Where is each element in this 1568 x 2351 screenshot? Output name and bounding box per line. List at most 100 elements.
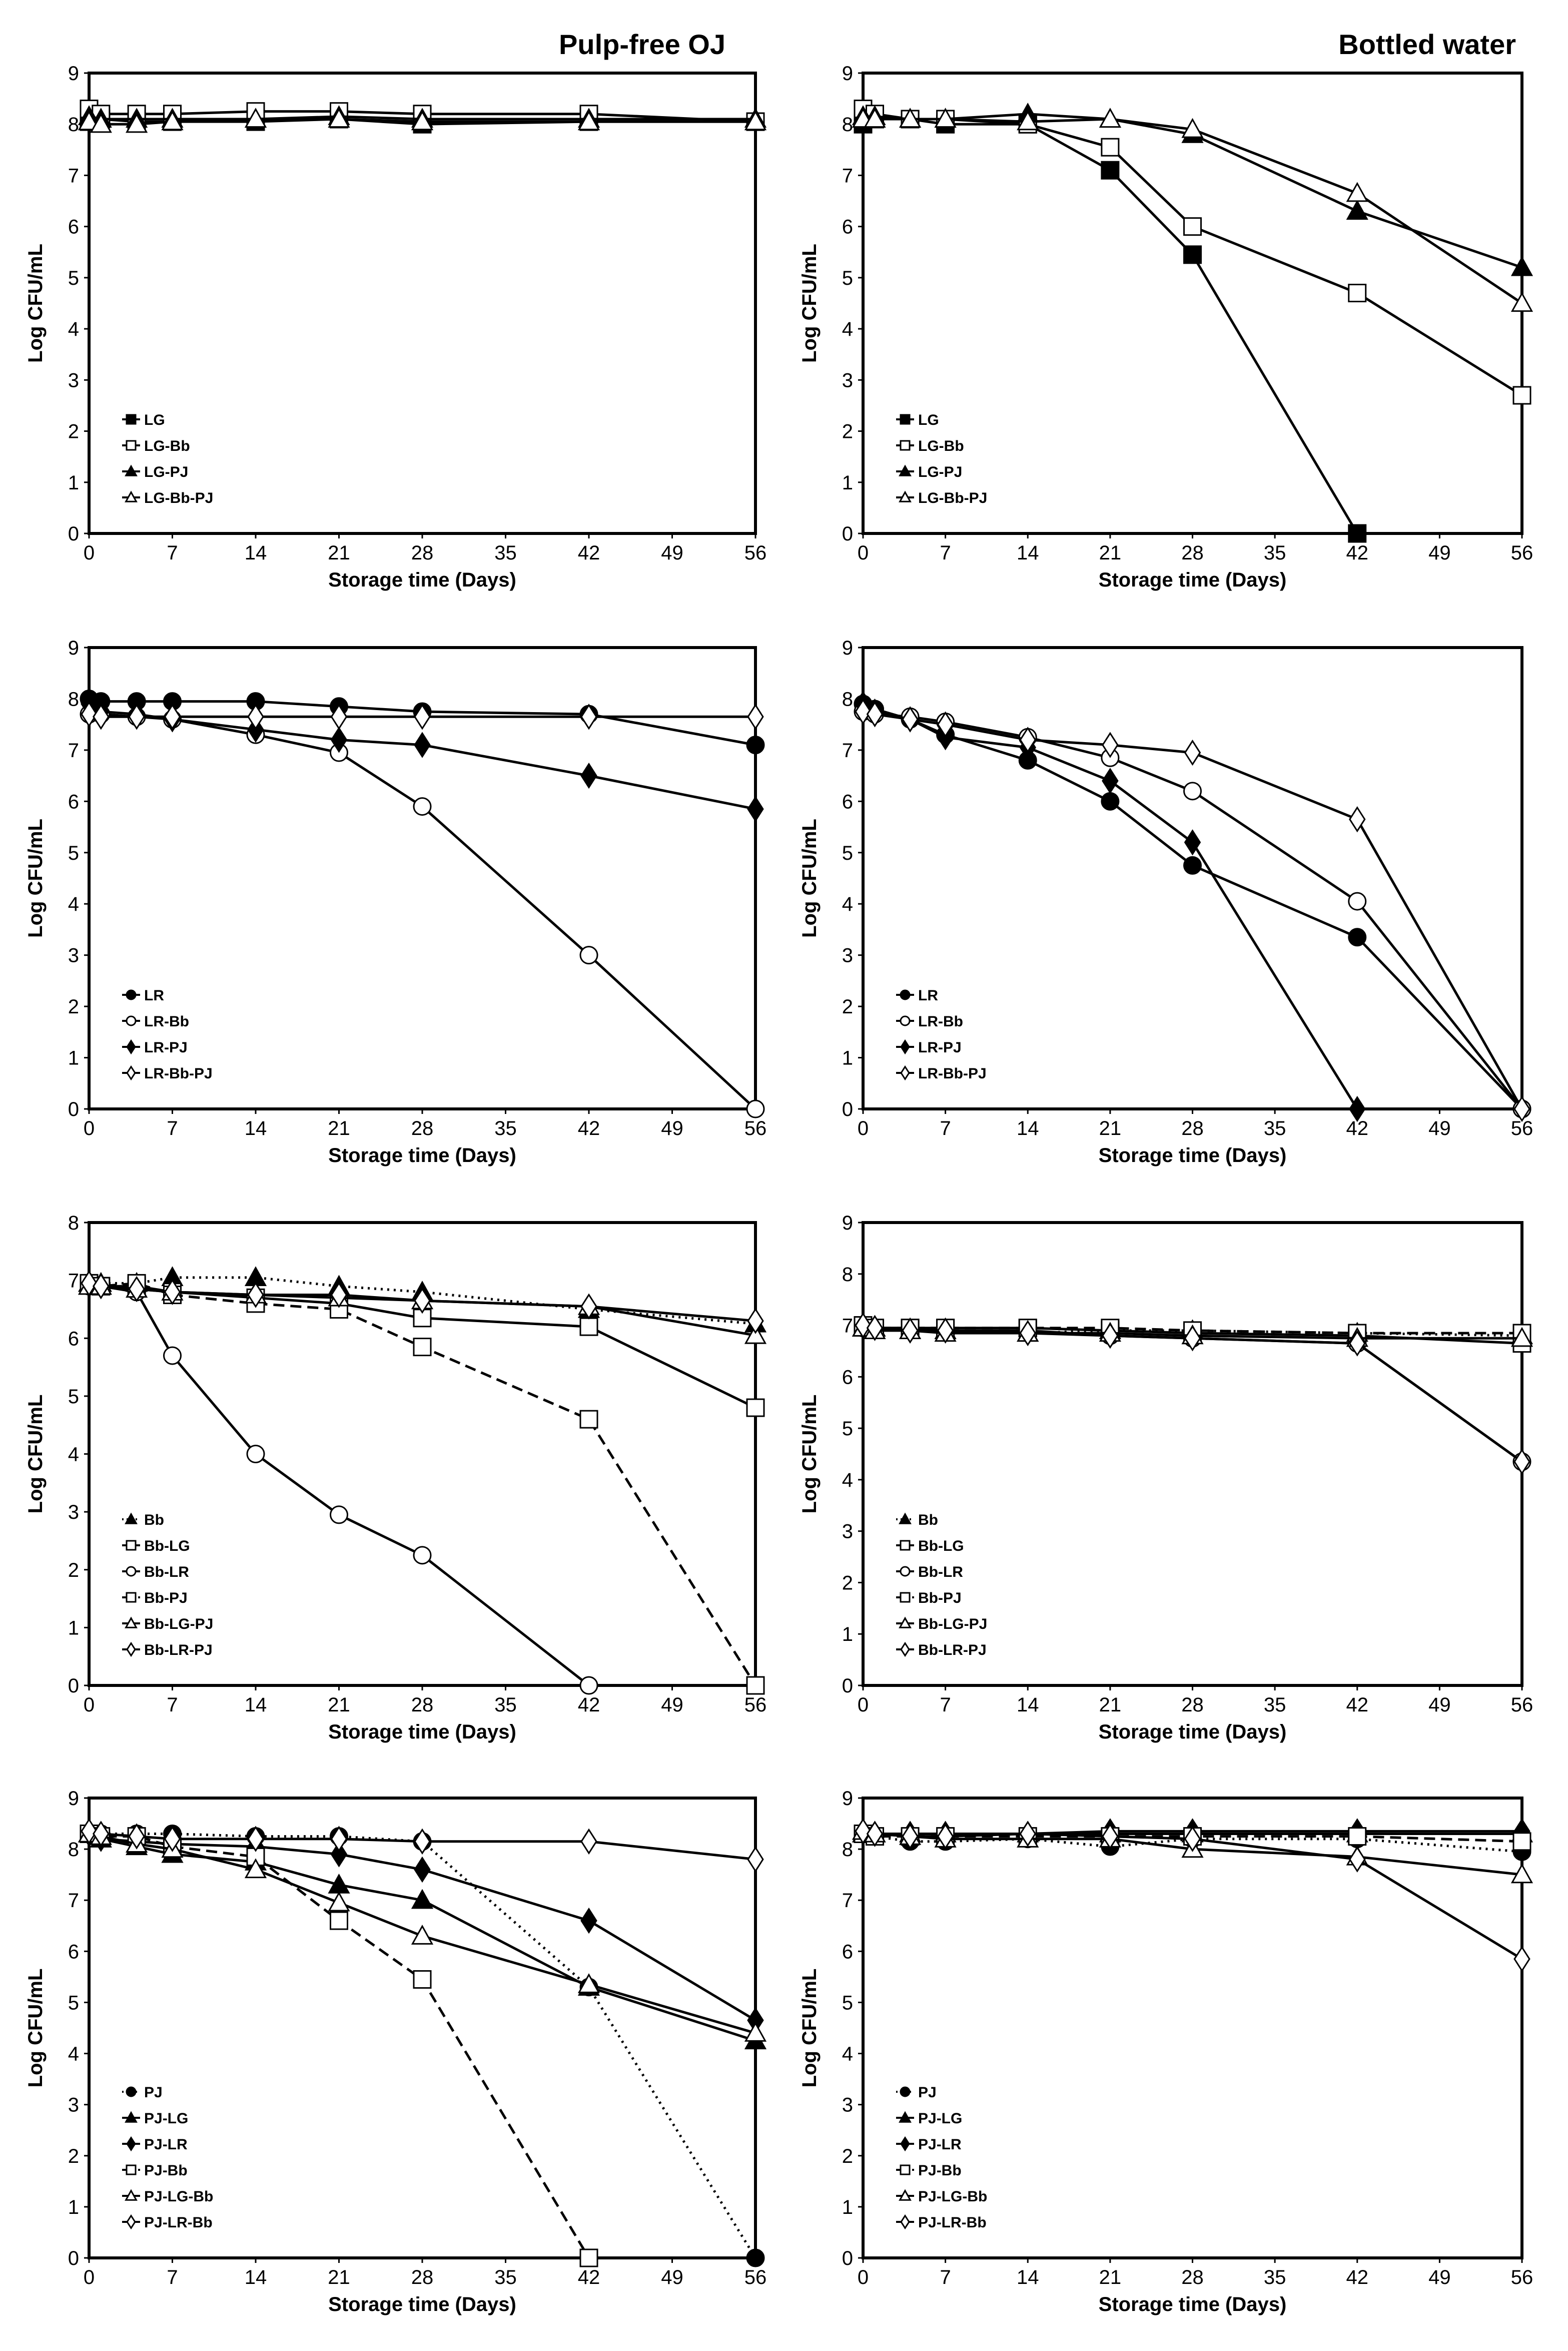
legend-swatch-marker: [126, 414, 137, 425]
x-tick-label: 28: [1181, 2266, 1204, 2288]
legend-swatch-marker: [900, 1039, 910, 1055]
data-point: [1346, 182, 1368, 202]
y-tick-label: 1: [68, 472, 79, 494]
data-point: [580, 1907, 597, 1934]
data-point: [1102, 732, 1119, 758]
y-tick-label: 9: [68, 63, 79, 85]
legend-swatch-marker: [125, 464, 138, 476]
legend-entry: Bb-LG: [144, 1538, 190, 1554]
x-tick-label: 49: [1428, 1694, 1451, 1716]
y-tick-label: 2: [842, 996, 853, 1018]
legend-entry: LG-Bb-PJ: [144, 490, 213, 506]
data-point: [128, 1823, 145, 1850]
y-tick-label: 7: [68, 740, 79, 762]
y-tick-label: 5: [68, 1386, 79, 1408]
y-tick-label: 2: [842, 2145, 853, 2167]
x-axis-label: Storage time (Days): [1099, 569, 1287, 591]
y-tick-label: 4: [68, 2043, 79, 2065]
y-tick-label: 6: [68, 791, 79, 813]
data-point: [1017, 110, 1039, 131]
legend: LR LR-Bb LR-PJ LR-Bb-PJ: [896, 987, 987, 1082]
data-point: [413, 797, 432, 816]
y-tick-label: 0: [68, 523, 79, 545]
x-tick-label: 7: [940, 542, 951, 564]
y-tick-label: 1: [842, 1623, 853, 1645]
legend-entry: Bb-LG: [918, 1538, 964, 1554]
legend-entry: LG-Bb-PJ: [918, 490, 987, 506]
y-tick-label: 0: [68, 1675, 79, 1697]
y-tick-label: 4: [68, 1444, 79, 1466]
legend-entry: PJ-LG: [918, 2110, 962, 2127]
data-point: [1513, 1946, 1530, 1972]
data-point: [413, 1338, 432, 1357]
y-tick-label: 7: [68, 1270, 79, 1292]
legend-entry: PJ-Bb: [144, 2162, 188, 2179]
data-point: [244, 1858, 267, 1879]
data-point: [78, 110, 101, 131]
x-tick-label: 14: [1017, 1694, 1039, 1716]
x-tick-label: 7: [167, 1117, 178, 1139]
y-tick-label: 5: [68, 842, 79, 864]
data-point: [866, 1315, 884, 1341]
x-tick-label: 0: [84, 542, 95, 564]
series-line: [863, 710, 1523, 1110]
y-axis-label: Log CFU/mL: [25, 1969, 47, 2088]
legend-swatch-marker: [900, 2136, 910, 2152]
x-tick-label: 21: [1099, 1694, 1122, 1716]
y-tick-label: 3: [68, 945, 79, 967]
legend-entry: LG: [144, 412, 165, 428]
y-tick-label: 4: [68, 893, 79, 915]
data-point: [1101, 161, 1120, 180]
data-point: [1184, 1826, 1201, 1852]
x-axis-label: Storage time (Days): [328, 1144, 516, 1166]
legend-swatch-marker: [126, 1039, 136, 1055]
x-axis-label: Storage time (Days): [328, 2293, 516, 2315]
y-tick-label: 9: [68, 637, 79, 659]
data-point: [330, 1282, 348, 1308]
legend-entry: PJ-LR-Bb: [918, 2214, 987, 2231]
x-tick-label: 0: [858, 2266, 869, 2288]
x-tick-label: 0: [858, 1694, 869, 1716]
legend: PJ PJ-LG PJ-LR PJ-Bb PJ-LG-Bb PJ-LR-Bb: [122, 2084, 213, 2231]
data-point: [1513, 1095, 1530, 1122]
data-point: [1184, 829, 1201, 856]
data-point: [413, 1970, 432, 1989]
data-point: [244, 108, 267, 128]
y-axis-label: Log CFU/mL: [799, 819, 821, 938]
data-point: [411, 1925, 434, 1945]
data-point: [1510, 256, 1533, 276]
y-tick-label: 0: [842, 1098, 853, 1120]
legend: LG LG-Bb LG-PJ LG-Bb-PJ: [896, 412, 987, 506]
y-axis-label: Log CFU/mL: [25, 1395, 47, 1514]
x-tick-label: 0: [84, 1117, 95, 1139]
data-point: [93, 1273, 110, 1300]
y-tick-label: 9: [842, 1212, 853, 1234]
data-point: [864, 108, 886, 128]
x-tick-label: 21: [1099, 1117, 1122, 1139]
legend-entry: Bb-LG-PJ: [918, 1616, 987, 1632]
y-tick-label: 3: [842, 2094, 853, 2116]
x-tick-label: 21: [1099, 2266, 1122, 2288]
data-point: [1510, 1863, 1533, 1884]
y-axis-label: Log CFU/mL: [799, 1969, 821, 2088]
x-tick-label: 42: [578, 542, 600, 564]
legend-entry: LR-Bb: [918, 1013, 963, 1030]
series-pj-lr-bb: [81, 1818, 764, 1873]
data-point: [580, 1293, 597, 1320]
data-point: [93, 704, 110, 730]
legend-swatch-marker: [126, 2164, 137, 2175]
legend-swatch-marker: [900, 2214, 910, 2230]
data-point: [328, 1891, 350, 1912]
y-tick-label: 7: [842, 1315, 853, 1337]
data-point: [1102, 768, 1119, 794]
legend-entry: Bb-PJ: [918, 1590, 962, 1606]
data-point: [1510, 292, 1533, 312]
data-point: [1513, 1448, 1530, 1475]
data-point: [163, 1346, 182, 1365]
legend-swatch-marker: [125, 1512, 138, 1524]
data-point: [128, 704, 145, 730]
data-point: [1346, 200, 1368, 220]
data-point: [414, 732, 431, 758]
x-tick-label: 14: [245, 542, 267, 564]
